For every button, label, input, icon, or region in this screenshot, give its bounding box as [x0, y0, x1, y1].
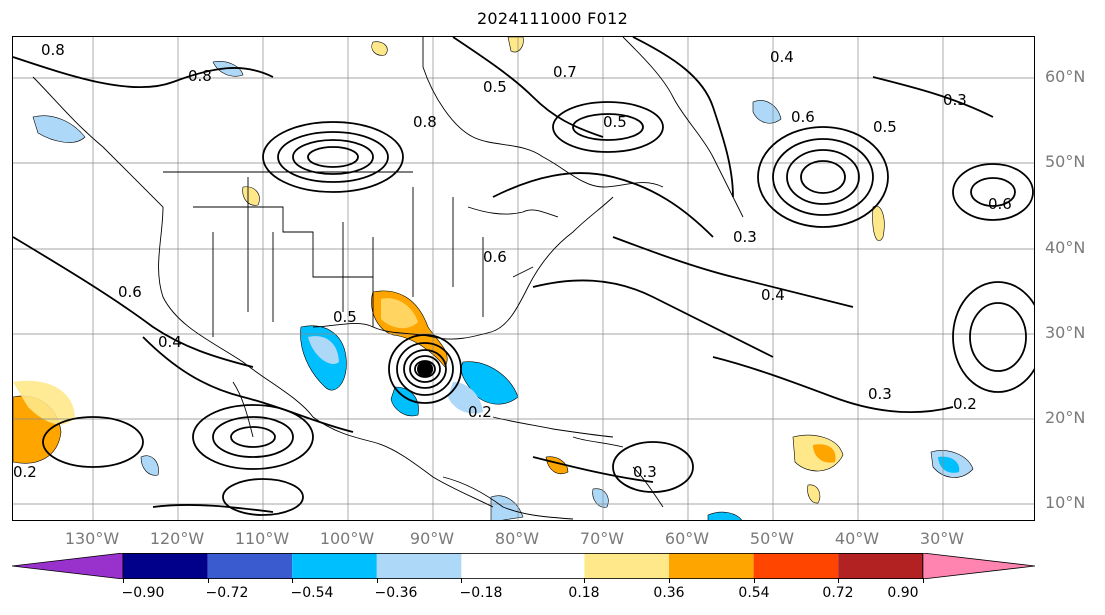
colorbar-segment [11, 552, 124, 580]
map-panel: 0.8 0.8 0.5 0.7 0.4 0.6 0.5 0.3 0.8 0.6 … [12, 36, 1035, 521]
map-title: 2024111000 F012 [476, 9, 629, 28]
graticule [13, 37, 1034, 520]
contour-label: 0.3 [733, 228, 757, 246]
colorbar-tickmark [669, 578, 670, 583]
lon-label-30w: 30°W [919, 529, 965, 548]
colorbar-tickmark [377, 578, 378, 583]
contour-label: 0.4 [158, 333, 182, 351]
lon-label-80w: 80°W [494, 529, 540, 548]
contour-label: 0.8 [413, 113, 437, 131]
contour-label: 0.5 [603, 113, 627, 131]
colorbar-tickmark [123, 578, 124, 583]
colorbar-segment [207, 553, 293, 579]
lon-label-100w: 100°W [319, 529, 375, 548]
colorbar-tick-label: −0.18 [459, 585, 503, 601]
colorbar-tick-label: 0.90 [887, 585, 919, 601]
contour-label: 0.6 [988, 195, 1012, 213]
storm-center-marker [417, 361, 433, 377]
contour-label: 0.4 [770, 48, 794, 66]
colorbar-tickmark [292, 578, 293, 583]
colorbar-tickmark [208, 578, 209, 583]
lat-label-60n: 60°N [1045, 67, 1086, 86]
colorbar-segment [584, 553, 669, 579]
lat-label-30n: 30°N [1045, 323, 1086, 342]
colorbar-segment [461, 553, 585, 579]
contour-label: 0.2 [13, 463, 37, 481]
contour-label: 0.6 [483, 248, 507, 266]
shaded-fields [13, 37, 974, 520]
lat-label-50n: 50°N [1045, 152, 1086, 171]
lat-label-10n: 10°N [1045, 493, 1086, 512]
colorbar-tick-label: −0.90 [121, 585, 165, 601]
colorbar-tick-label: −0.36 [374, 585, 418, 601]
colorbar-tickmark [923, 578, 924, 583]
lon-label-120w: 120°W [149, 529, 205, 548]
lon-label-40w: 40°W [834, 529, 880, 548]
contour-label: 0.7 [553, 63, 577, 81]
coastlines [32, 37, 744, 520]
colorbar-tickmark [838, 578, 839, 583]
contour-label: 0.3 [943, 91, 967, 109]
colorbar-segment [753, 553, 839, 579]
contour-label: 0.2 [468, 403, 492, 421]
contour-label: 0.3 [633, 463, 657, 481]
colorbar [11, 552, 1036, 580]
colorbar-tickmark [584, 578, 585, 583]
contour-label: 0.6 [118, 283, 142, 301]
contour-label: 0.4 [761, 286, 785, 304]
lon-label-90w: 90°W [409, 529, 455, 548]
colorbar-tick-label: −0.54 [290, 585, 334, 601]
lon-label-110w: 110°W [234, 529, 290, 548]
lon-label-50w: 50°W [749, 529, 795, 548]
colorbar-segment [669, 553, 754, 579]
colorbar-segment [922, 552, 1036, 580]
colorbar-tick-label: −0.72 [205, 585, 249, 601]
colorbar-tickmark [461, 578, 462, 583]
colorbar-tick-label: 0.18 [568, 585, 600, 601]
contour-label: 0.5 [333, 308, 357, 326]
colorbar-tick-label: 0.54 [738, 585, 770, 601]
lat-label-40n: 40°N [1045, 238, 1086, 257]
lon-label-60w: 60°W [664, 529, 710, 548]
contour-label: 0.2 [953, 395, 977, 413]
colorbar-segment [292, 553, 377, 579]
contour-label-group: 0.8 0.8 0.5 0.7 0.4 0.6 0.5 0.3 0.8 0.6 … [13, 41, 1012, 481]
colorbar-segment [376, 553, 462, 579]
colorbar-tickmark [754, 578, 755, 583]
lon-label-70w: 70°W [579, 529, 625, 548]
contour-label: 0.8 [41, 41, 65, 59]
colorbar-tick-label: 0.72 [822, 585, 854, 601]
contour-label: 0.5 [483, 78, 507, 96]
contour-label: 0.6 [791, 108, 815, 126]
colorbar-segment [123, 553, 208, 579]
contour-label: 0.8 [188, 67, 212, 85]
lon-label-130w: 130°W [64, 529, 120, 548]
map-svg: 0.8 0.8 0.5 0.7 0.4 0.6 0.5 0.3 0.8 0.6 … [13, 37, 1034, 520]
contour-label: 0.3 [868, 385, 892, 403]
contour-label: 0.5 [873, 118, 897, 136]
colorbar-tick-label: 0.36 [653, 585, 685, 601]
lat-label-20n: 20°N [1045, 408, 1086, 427]
colorbar-svg [11, 552, 1036, 580]
colorbar-segment [838, 553, 923, 579]
contour-lines [13, 37, 1034, 516]
